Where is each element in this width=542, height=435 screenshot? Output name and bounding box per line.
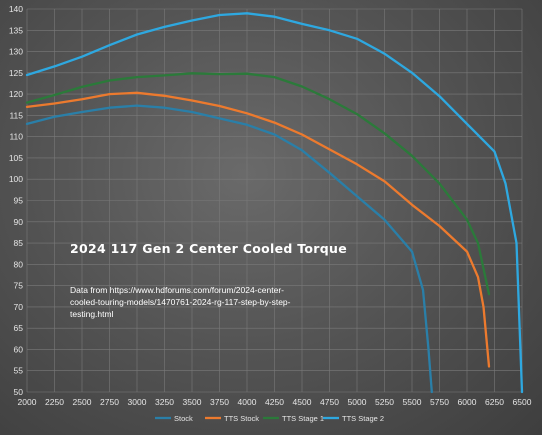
y-tick-label: 70 [14,302,24,312]
x-tick-label: 2750 [100,397,119,407]
y-tick-label: 95 [14,196,24,206]
x-tick-label: 5000 [348,397,367,407]
y-tick-label: 80 [14,259,24,269]
legend: Stock TTS Stock TTS Stage 1 TTS Stage 2 [155,414,384,423]
y-tick-label: 125 [9,68,23,78]
x-tick-label: 5750 [430,397,449,407]
x-tick-label: 3750 [210,397,229,407]
x-tick-label: 6500 [513,397,532,407]
y-tick-label: 110 [9,132,23,142]
y-tick-label: 55 [14,366,24,376]
x-tick-label: 2500 [73,397,92,407]
y-tick-label: 120 [9,89,23,99]
x-tick-label: 6250 [485,397,504,407]
x-tick-label: 5500 [403,397,422,407]
x-tick-label: 3500 [183,397,202,407]
legend-item: TTS Stage 1 [263,414,324,423]
x-tick-label: 3250 [155,397,174,407]
chart-annotation-note-line-3: testing.html [70,309,114,319]
y-tick-label: 130 [9,47,23,57]
y-tick-label: 100 [9,174,23,184]
series-line-tts-stage-2 [25,12,524,394]
grid [26,8,523,393]
legend-item: Stock [155,414,193,423]
y-tick-label: 140 [9,4,23,14]
legend-label: TTS Stock [224,414,259,423]
x-axis-ticks: 2000 2250 2500 2750 3000 3250 3500 3750 4000 4250… [18,397,532,407]
y-tick-label: 65 [14,323,24,333]
series-lines [25,12,524,394]
y-tick-label: 60 [14,344,24,354]
chart-annotation-note-line-2: cooled-touring-models/1470761-2024-rg-11… [70,297,291,307]
x-tick-label: 4750 [320,397,339,407]
x-tick-label: 2250 [45,397,64,407]
y-tick-label: 85 [14,238,24,248]
legend-label: TTS Stage 2 [342,414,384,423]
y-tick-label: 75 [14,281,24,291]
y-tick-label: 135 [9,25,23,35]
y-tick-label: 105 [9,153,23,163]
y-tick-label: 50 [14,387,24,397]
x-tick-label: 6000 [458,397,477,407]
y-tick-label: 115 [9,110,23,120]
legend-item: TTS Stage 2 [323,414,384,423]
x-tick-label: 5250 [375,397,394,407]
legend-label: TTS Stage 1 [282,414,324,423]
legend-label: Stock [174,414,193,423]
chart-annotation-note-line-1: Data from https://www.hdforums.com/forum… [70,285,284,295]
y-axis-ticks: 50 55 60 65 70 75 80 85 90 95 100 105 110 115 120 125 13… [9,4,23,397]
legend-item: TTS Stock [205,414,259,423]
x-tick-label: 4500 [293,397,312,407]
x-tick-label: 2000 [18,397,37,407]
series-line-stock [25,104,433,394]
x-tick-label: 4000 [238,397,257,407]
y-tick-label: 90 [14,217,24,227]
x-tick-label: 3000 [128,397,147,407]
x-tick-label: 4250 [265,397,284,407]
chart-annotation-title: 2024 117 Gen 2 Center Cooled Torque [70,241,347,256]
series-line-tts-stock [25,91,491,368]
series-line-tts-stage-1 [25,72,491,296]
